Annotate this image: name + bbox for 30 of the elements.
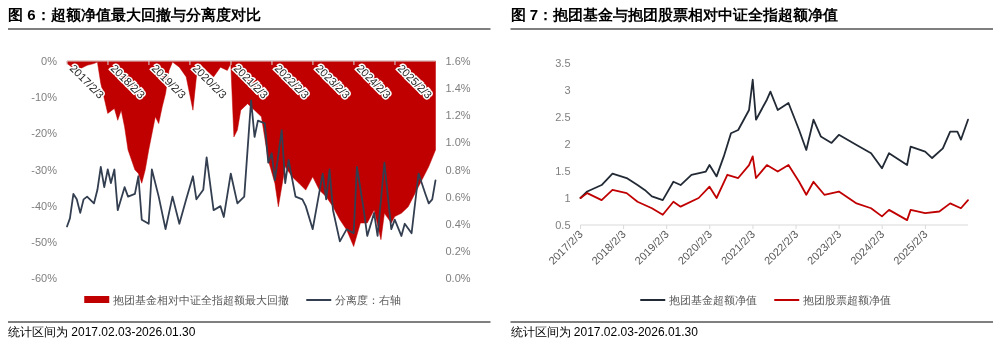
y2-tick-label: 0.4% — [445, 217, 471, 230]
y-tick-label: -20% — [31, 127, 58, 140]
y-tick-label: 1.5 — [555, 165, 571, 177]
y-tick-label: 0% — [41, 55, 58, 67]
y2-tick-label: 1.6% — [445, 55, 471, 67]
y2-tick-label: 0.8% — [445, 163, 471, 176]
legend-label: 抱团股票超额净值 — [803, 294, 892, 306]
y-tick-label: 1 — [564, 192, 571, 204]
y-tick-label: 3.5 — [555, 57, 571, 69]
chart-title: 图 7：抱团基金与抱团股票相对中证全指超额净值 — [510, 6, 839, 23]
y2-tick-label: 1.0% — [445, 136, 471, 149]
text: 统计区间为 2017.02.03-2026.01.30 — [8, 325, 196, 339]
y-tick-label: -10% — [31, 91, 58, 104]
legend-label: 分离度：右轴 — [335, 294, 402, 306]
y-tick-label: 0.5 — [555, 219, 571, 231]
y-tick-label: -60% — [31, 272, 58, 284]
y-tick-label: 2.5 — [555, 111, 571, 123]
legend-label: 抱团基金超额净值 — [669, 294, 758, 306]
y-tick-label: -50% — [31, 235, 58, 248]
y2-tick-label: 0.2% — [445, 244, 471, 257]
y-tick-label: 3 — [564, 84, 571, 96]
y-tick-label: -30% — [31, 163, 58, 176]
y2-tick-label: 1.2% — [445, 109, 471, 122]
text: 统计区间为 2017.02.03-2026.01.30 — [510, 325, 699, 339]
y2-tick-label: 0.6% — [445, 190, 471, 203]
y2-tick-label: 1.4% — [445, 82, 471, 95]
y2-tick-label: 0.0% — [445, 272, 471, 284]
y-tick-label: 2 — [564, 138, 571, 150]
y-tick-label: -40% — [31, 199, 58, 212]
chart-title: 图 6：超额净值最大回撤与分离度对比 — [8, 6, 261, 23]
